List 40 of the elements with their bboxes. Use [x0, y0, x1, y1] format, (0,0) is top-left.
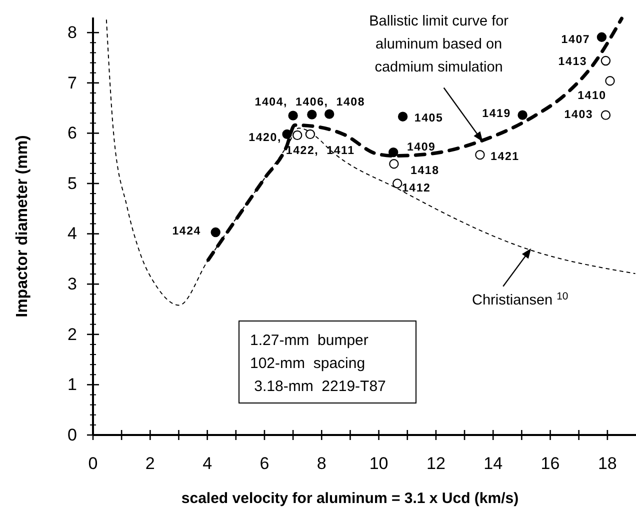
annotation: 1410: [578, 90, 606, 102]
annotation: 1421: [490, 150, 520, 163]
y-tick-label: 2: [68, 324, 77, 344]
annotation: 1419: [482, 108, 511, 120]
annotation: 1404, 1406, 1408: [254, 96, 366, 109]
annotation: 1403: [564, 109, 594, 122]
x-tick-label: 4: [202, 454, 212, 474]
annotation: Ballistic limit curve for aluminum based on cadmium simulation: [369, 14, 509, 76]
x-tick-label: 2: [145, 454, 155, 474]
annotation: 1420,: [248, 132, 282, 144]
annotation: 1418: [410, 164, 440, 177]
x-tick-label: 10: [369, 454, 388, 474]
annotation: 1422, 1411: [286, 145, 355, 158]
x-tick-label: 18: [598, 454, 617, 474]
annotation: 1405: [414, 112, 444, 125]
y-tick-label: 4: [68, 224, 77, 244]
annotation: 1412: [402, 182, 431, 195]
y-tick-label: 1: [68, 375, 77, 394]
x-tick-label: 8: [316, 454, 326, 474]
annotation: 1424: [172, 225, 201, 238]
x-tick-label: 14: [484, 454, 503, 474]
annotation: 3.18-mm 2219-T87: [250, 378, 386, 395]
annotation: 1413: [558, 56, 588, 68]
annotation: 1.27-mm bumper: [250, 332, 368, 349]
x-tick-label: 6: [260, 454, 270, 474]
annotation: 1407: [561, 34, 590, 46]
x-axis-title: scaled velocity for aluminum = 3.1 x Ucd (km/s): [181, 490, 519, 507]
x-tick-label: 0: [88, 454, 98, 474]
y-tick-label: 6: [68, 124, 77, 143]
annotation: 102-mm spacing: [250, 355, 366, 372]
y-tick-label: 5: [68, 174, 77, 193]
annotation: Christiansen $^{10}$: [472, 290, 568, 308]
y-axis-title: Impactor diameter (mm): [14, 135, 31, 318]
y-tick-label: 0: [68, 425, 77, 444]
y-tick-label: 3: [68, 274, 77, 294]
y-tick-label: 7: [68, 73, 77, 92]
x-tick-label: 12: [426, 454, 446, 474]
annotation: 1409: [406, 141, 436, 154]
y-tick-label: 8: [68, 23, 77, 42]
x-tick-label: 16: [540, 454, 560, 474]
